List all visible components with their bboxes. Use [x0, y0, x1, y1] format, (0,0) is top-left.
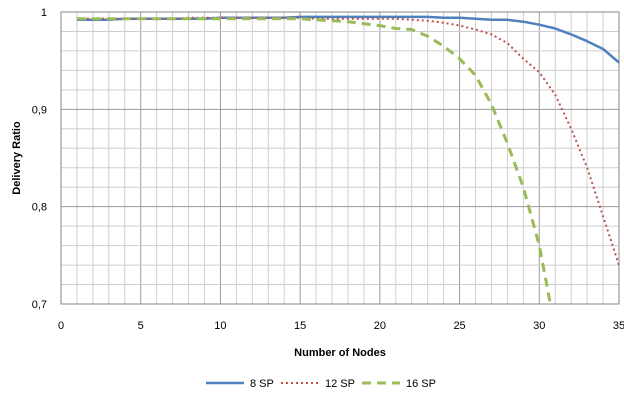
y-tick-label: 0,8 [32, 202, 47, 214]
x-tick-label: 30 [533, 320, 545, 332]
x-axis-title: Number of Nodes [294, 347, 386, 359]
x-tick-label: 35 [613, 320, 624, 332]
x-tick-label: 25 [453, 320, 465, 332]
x-tick-label: 20 [374, 320, 386, 332]
series-group [76, 15, 620, 305]
y-tick-labels: 0,7 0,8 0,9 1 [32, 7, 47, 311]
x-tick-label: 0 [58, 320, 64, 332]
legend-label: 12 SP [325, 378, 355, 390]
legend-label: 8 SP [250, 378, 274, 390]
x-tick-label: 10 [214, 320, 226, 332]
plot-area-border [60, 11, 620, 305]
legend-label: 16 SP [406, 378, 436, 390]
x-tick-label: 5 [138, 320, 144, 332]
y-tick-label: 0,7 [32, 299, 47, 311]
legend: 8 SP 12 SP 16 SP [206, 378, 436, 390]
y-tick-label: 0,9 [32, 104, 47, 116]
y-axis-title: Delivery Ratio [11, 121, 23, 195]
y-tick-label: 1 [41, 7, 47, 19]
grid-lines [60, 11, 620, 305]
x-tick-labels: 0 5 10 15 20 25 30 35 [58, 320, 624, 332]
series-line-16-sp [76, 17, 552, 305]
x-tick-label: 15 [294, 320, 306, 332]
